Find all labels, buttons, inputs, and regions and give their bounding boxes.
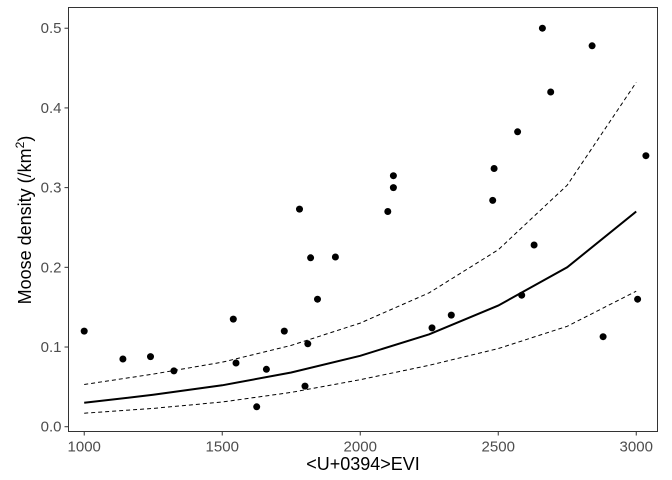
data-point xyxy=(253,403,261,411)
data-point xyxy=(642,152,650,160)
x-axis-title: <U+0394>EVI xyxy=(306,454,420,474)
y-axis-title-superscript: 2 xyxy=(13,141,27,148)
data-point xyxy=(428,324,436,332)
data-point xyxy=(304,340,312,348)
panel-border xyxy=(68,7,658,432)
data-point xyxy=(147,353,154,361)
confidence-band xyxy=(84,82,637,414)
data-point xyxy=(538,24,546,32)
y-tick-label: 0.4 xyxy=(41,100,62,117)
data-point xyxy=(490,165,498,172)
ci-lower-line xyxy=(84,290,637,414)
y-axis-title-close: ) xyxy=(15,136,35,142)
data-point xyxy=(301,382,309,390)
y-axis-title: Moose density (/km2) xyxy=(13,136,35,305)
data-point xyxy=(547,88,555,96)
data-point xyxy=(389,184,397,192)
ci-upper-line xyxy=(84,82,637,385)
x-tick-label: 2000 xyxy=(344,439,377,456)
data-point xyxy=(170,367,178,375)
data-point xyxy=(384,208,392,215)
data-point xyxy=(307,254,315,262)
x-tick-label: 2500 xyxy=(482,439,515,456)
y-axis-title-main: Moose density (/km xyxy=(15,148,35,304)
y-tick-label: 0.3 xyxy=(41,180,62,197)
data-point xyxy=(280,327,288,335)
data-point xyxy=(514,128,522,136)
data-point xyxy=(489,196,497,204)
data-point xyxy=(232,359,240,367)
fitted-line xyxy=(84,210,637,404)
data-point xyxy=(262,365,270,373)
data-point xyxy=(588,42,596,50)
data-point xyxy=(229,315,237,323)
data-points xyxy=(80,24,650,411)
y-tick-label: 0.5 xyxy=(41,20,62,37)
data-point xyxy=(634,295,642,303)
data-point xyxy=(389,172,397,180)
data-point xyxy=(518,291,526,299)
x-tick-label: 1000 xyxy=(68,439,101,456)
data-point xyxy=(296,205,303,213)
y-tick-label: 0.0 xyxy=(41,419,62,436)
data-point xyxy=(80,327,88,335)
axis-ticks: 1000 1500 2000 2500 3000 0.0 0.1 0.2 0.3 0.4 0.5 xyxy=(41,20,653,455)
data-point xyxy=(447,311,455,319)
data-point xyxy=(599,333,607,341)
data-point xyxy=(314,295,321,303)
y-tick-label: 0.2 xyxy=(41,259,62,276)
data-point xyxy=(530,241,538,249)
x-tick-label: 3000 xyxy=(620,439,653,456)
data-point xyxy=(331,253,339,261)
fit-curve xyxy=(84,210,637,404)
data-point xyxy=(119,355,127,363)
x-tick-label: 1500 xyxy=(206,439,239,456)
y-tick-label: 0.1 xyxy=(41,339,62,356)
